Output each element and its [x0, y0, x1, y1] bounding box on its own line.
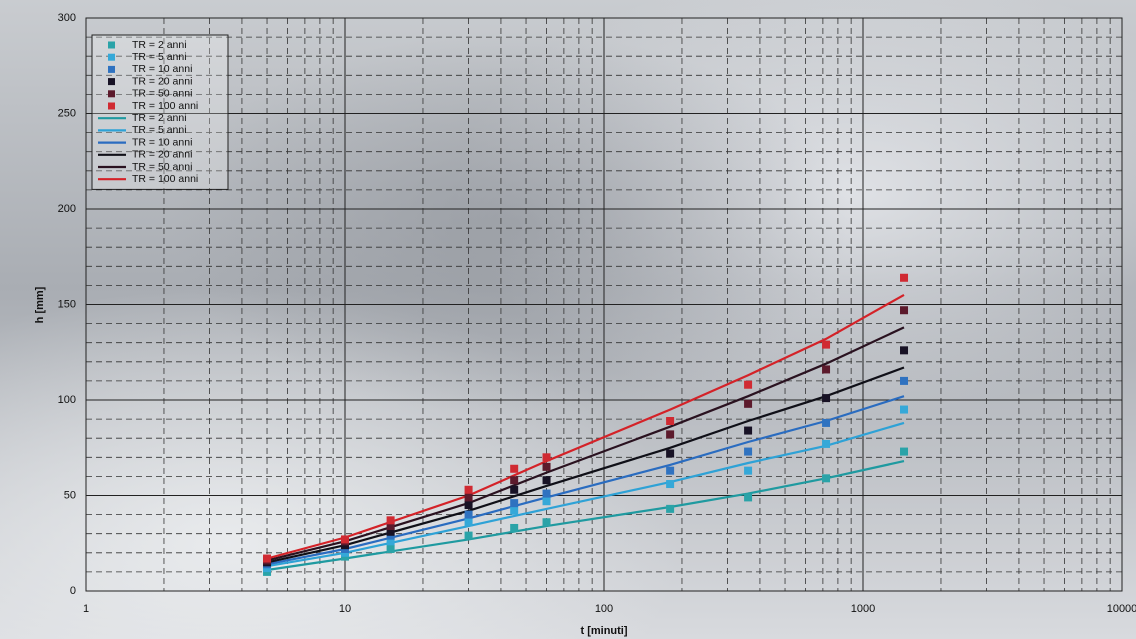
marker — [666, 449, 674, 457]
marker — [387, 516, 395, 524]
marker — [543, 463, 551, 471]
x-tick-label: 10 — [339, 603, 351, 615]
y-tick-label: 100 — [58, 394, 76, 406]
y-tick-label: 50 — [64, 489, 76, 501]
marker — [666, 417, 674, 425]
y-tick-label: 0 — [70, 585, 76, 597]
marker — [465, 493, 473, 501]
x-tick-label: 10000 — [1107, 603, 1136, 615]
y-tick-label: 200 — [58, 203, 76, 215]
marker — [543, 476, 551, 484]
legend-label: TR = 5 anni — [132, 124, 187, 136]
legend-label: TR = 10 anni — [132, 136, 192, 148]
marker — [744, 448, 752, 456]
x-tick-label: 1 — [83, 603, 89, 615]
marker — [822, 365, 830, 373]
marker — [341, 535, 349, 543]
legend-label: TR = 100 anni — [132, 173, 198, 185]
legend-label: TR = 20 anni — [132, 149, 192, 161]
marker — [465, 501, 473, 509]
y-axis-label: h [mm] — [34, 286, 46, 323]
marker — [822, 341, 830, 349]
x-tick-label: 1000 — [851, 603, 875, 615]
marker — [744, 493, 752, 501]
marker — [387, 545, 395, 553]
marker — [744, 467, 752, 475]
marker — [822, 474, 830, 482]
marker — [465, 486, 473, 494]
marker — [465, 511, 473, 519]
chart: t [minuti] h [mm] 0 50 100 150 200 250 300 1 10 1… — [0, 0, 1136, 639]
marker — [263, 555, 271, 563]
marker — [543, 490, 551, 498]
legend-marker — [108, 54, 115, 61]
legend-label: TR = 50 anni — [132, 88, 192, 100]
marker — [744, 381, 752, 389]
marker — [666, 480, 674, 488]
legend-label: TR = 10 anni — [132, 63, 192, 75]
legend-marker — [108, 103, 115, 110]
marker — [666, 430, 674, 438]
marker — [900, 377, 908, 385]
marker — [822, 419, 830, 427]
y-tick-label: 250 — [58, 107, 76, 119]
marker — [900, 306, 908, 314]
marker — [510, 524, 518, 532]
marker — [543, 497, 551, 505]
marker — [510, 476, 518, 484]
marker — [510, 486, 518, 494]
x-axis-label: t [minuti] — [580, 625, 627, 637]
marker — [666, 505, 674, 513]
legend-marker — [108, 42, 115, 49]
y-tick-label: 300 — [58, 12, 76, 24]
marker — [744, 427, 752, 435]
marker — [543, 518, 551, 526]
legend-label: TR = 50 anni — [132, 161, 192, 173]
marker — [900, 274, 908, 282]
marker — [666, 467, 674, 475]
marker — [822, 394, 830, 402]
marker — [465, 532, 473, 540]
marker — [510, 507, 518, 515]
legend-label: TR = 2 anni — [132, 112, 187, 124]
marker — [510, 499, 518, 507]
legend-label: TR = 2 anni — [132, 39, 187, 51]
marker — [510, 465, 518, 473]
legend-label: TR = 5 anni — [132, 51, 187, 63]
legend-marker — [108, 66, 115, 73]
marker — [822, 440, 830, 448]
marker — [900, 448, 908, 456]
marker — [543, 453, 551, 461]
y-tick-label: 150 — [58, 298, 76, 310]
x-tick-label: 100 — [595, 603, 613, 615]
legend-marker — [108, 78, 115, 85]
marker — [900, 406, 908, 414]
marker — [900, 346, 908, 354]
legend-marker — [108, 90, 115, 97]
marker — [465, 518, 473, 526]
legend-label: TR = 100 anni — [132, 100, 198, 112]
marker — [744, 400, 752, 408]
legend-label: TR = 20 anni — [132, 75, 192, 87]
